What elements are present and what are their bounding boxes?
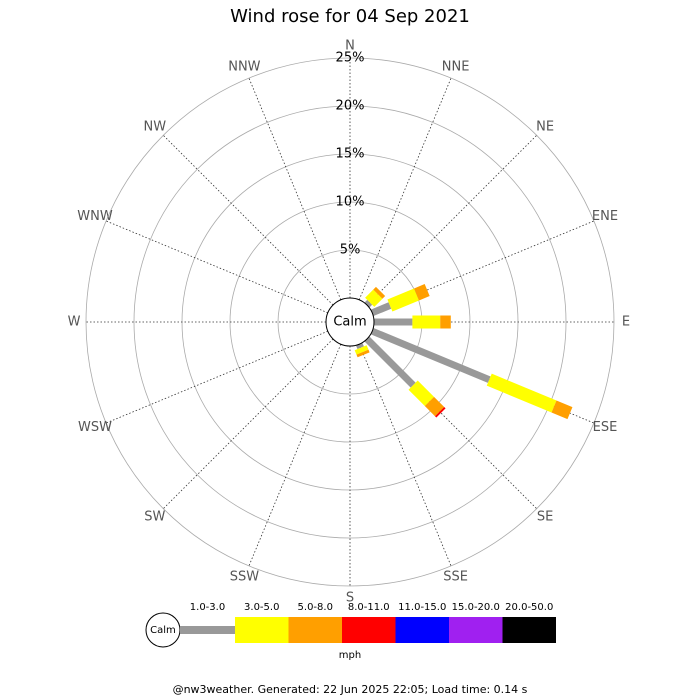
bar-segment <box>435 407 446 418</box>
legend-label: 20.0-50.0 <box>505 602 553 613</box>
y-tick-label: 10% <box>336 195 365 210</box>
direction-label: NW <box>144 119 167 134</box>
direction-label: SE <box>537 510 553 525</box>
bar-segment <box>551 400 573 420</box>
legend-unit: mph <box>339 650 361 661</box>
legend-label: 11.0-15.0 <box>398 602 446 613</box>
footer: @nw3weather. Generated: 22 Jun 2025 22:0… <box>173 683 528 696</box>
legend-swatch <box>449 617 503 643</box>
y-tick-label: 20% <box>336 99 365 114</box>
y-tick-label: 5% <box>340 243 361 258</box>
bar-segment <box>387 288 420 312</box>
bar-segment <box>364 336 416 388</box>
direction-label: E <box>622 315 630 330</box>
legend-label: 3.0-5.0 <box>244 602 279 613</box>
legend-label: 15.0-20.0 <box>452 602 500 613</box>
legend-swatch <box>395 617 449 643</box>
bar-segment <box>424 396 445 417</box>
legend-label: 5.0-8.0 <box>298 602 333 613</box>
calm-label: Calm <box>333 315 366 330</box>
legend-swatch <box>288 617 342 643</box>
legend: Calm mph 1.0-3.0 3.0-5.0 5.0-8.0 8.0-11.0 11… <box>145 602 556 661</box>
grid-ring <box>133 105 567 539</box>
bar-segment <box>365 289 383 307</box>
direction-label: W <box>68 315 81 330</box>
direction-label: SSW <box>230 569 260 584</box>
spoke <box>358 344 452 567</box>
direction-label: N <box>345 39 355 54</box>
legend-swatch <box>502 617 556 643</box>
direction-label: SW <box>144 510 165 525</box>
legend-label: 8.0-11.0 <box>348 602 390 613</box>
direction-label: WSW <box>78 420 112 435</box>
direction-label: WNW <box>77 209 113 224</box>
chart-title: Wind rose for 04 Sep 2021 <box>230 6 470 27</box>
bar-segment <box>414 284 430 301</box>
legend-label: 1.0-3.0 <box>190 602 225 613</box>
bar-segment <box>373 286 386 299</box>
spoke <box>105 330 328 424</box>
direction-label: NNW <box>228 60 260 75</box>
spoke <box>163 135 334 306</box>
bar-segment <box>356 349 370 358</box>
direction-label: NNE <box>442 60 470 75</box>
spoke <box>163 338 334 509</box>
legend-calm-label: Calm <box>150 625 176 636</box>
direction-label: S <box>346 591 354 606</box>
y-tick-label: 25% <box>336 51 365 66</box>
spoke <box>248 344 342 567</box>
spoke <box>248 77 342 300</box>
spoke <box>358 77 452 300</box>
bar-segment <box>370 327 491 383</box>
spoke <box>105 220 328 314</box>
legend-swatch <box>235 617 289 643</box>
legend-swatch <box>342 617 396 643</box>
bars <box>354 284 573 420</box>
y-tick-label: 15% <box>336 147 365 162</box>
bar-segment <box>364 299 373 308</box>
direction-label: NE <box>536 119 554 134</box>
bar-segment <box>408 380 435 407</box>
bar-segment <box>354 345 369 355</box>
direction-label: ENE <box>592 209 618 224</box>
bar-segment <box>486 373 557 413</box>
bar-segment <box>355 342 364 350</box>
direction-label: ESE <box>593 420 618 435</box>
spoke <box>366 135 537 306</box>
direction-label: SSE <box>443 569 468 584</box>
bar-segment <box>370 302 392 317</box>
grid-ring <box>85 57 615 587</box>
calm-circle <box>325 297 375 347</box>
